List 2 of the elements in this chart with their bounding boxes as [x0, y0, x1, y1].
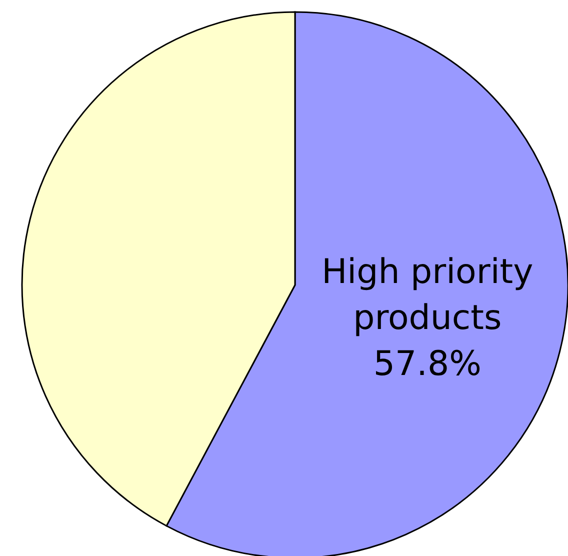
data-label: 57.8% [373, 344, 482, 384]
slice-label: High priority products [322, 252, 534, 338]
